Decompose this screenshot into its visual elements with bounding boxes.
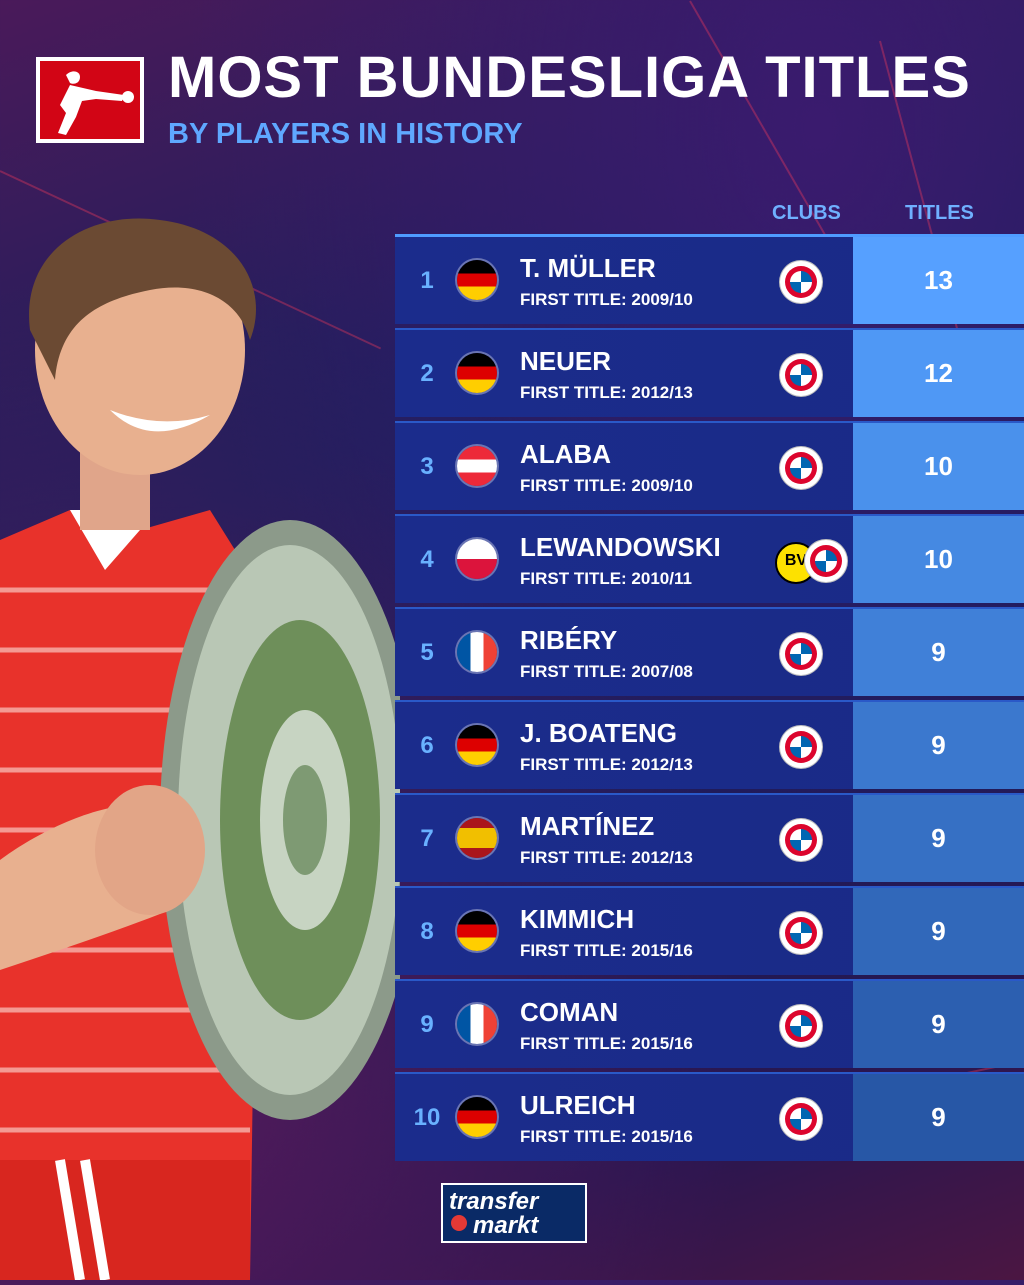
ball-icon [451, 1215, 467, 1231]
rank-number: 6 [420, 732, 434, 759]
table-row: 7 MARTÍNEZ FIRST TITLE: 2012/13 9 [395, 793, 1024, 882]
bayern-crest-icon [805, 540, 847, 582]
table-row: 8 KIMMICH FIRST TITLE: 2015/16 9 [395, 886, 1024, 975]
first-title-text: FIRST TITLE: 2012/13 [520, 755, 693, 774]
rank-number: 5 [420, 639, 434, 666]
first-title-text: FIRST TITLE: 2007/08 [520, 662, 693, 681]
player-name: ALABA [520, 439, 611, 469]
player-name: NEUER [520, 346, 612, 376]
france-flag-icon [457, 632, 497, 672]
bayern-crest-icon [780, 912, 822, 954]
poland-flag-icon [457, 539, 497, 579]
page-title: MOST BUNDESLIGA TITLES [168, 45, 971, 110]
rank-number: 1 [420, 267, 434, 294]
titles-count: 9 [853, 981, 1024, 1068]
spain-flag-icon [457, 818, 497, 858]
table-row: 9 COMAN FIRST TITLE: 2015/16 9 [395, 979, 1024, 1068]
clubs-column-header: CLUBS [772, 202, 841, 224]
titles-count: 9 [853, 795, 1024, 882]
titles-count: 9 [853, 1074, 1024, 1161]
rank-number: 4 [420, 546, 434, 573]
logo-line-1: transfer [449, 1188, 539, 1215]
titles-count: 9 [853, 888, 1024, 975]
first-title-text: FIRST TITLE: 2009/10 [520, 290, 693, 309]
player-name: J. BOATENG [520, 718, 677, 748]
rank-number: 7 [420, 825, 434, 852]
player-photo [0, 210, 420, 1281]
table-row: 2 NEUER FIRST TITLE: 2012/13 12 [395, 328, 1024, 417]
bayern-crest-icon [780, 447, 822, 489]
germany-flag-icon [457, 911, 497, 951]
rank-number: 2 [420, 360, 434, 387]
table-row: 1 T. MÜLLER FIRST TITLE: 2009/10 13 [395, 234, 1024, 324]
table-row: 6 J. BOATENG FIRST TITLE: 2012/13 9 [395, 700, 1024, 789]
player-name: T. MÜLLER [520, 253, 656, 283]
page-subtitle: BY PLAYERS IN HISTORY [168, 118, 523, 150]
transfermarkt-logo: transfer markt [441, 1183, 587, 1243]
first-title-text: FIRST TITLE: 2010/11 [520, 569, 692, 588]
first-title-text: FIRST TITLE: 2015/16 [520, 941, 693, 960]
germany-flag-icon [457, 353, 497, 393]
bayern-crest-icon [780, 633, 822, 675]
germany-flag-icon [457, 260, 497, 300]
first-title-text: FIRST TITLE: 2009/10 [520, 476, 693, 495]
player-name: COMAN [520, 997, 619, 1027]
bayern-crest-icon [780, 354, 822, 396]
titles-count: 9 [853, 702, 1024, 789]
bayern-crest-icon [780, 1005, 822, 1047]
rank-number: 9 [420, 1011, 434, 1038]
rank-number: 3 [420, 453, 434, 480]
bayern-crest-icon [780, 819, 822, 861]
table-row: 3 ALABA FIRST TITLE: 2009/10 10 [395, 421, 1024, 510]
germany-flag-icon [457, 725, 497, 765]
titles-count: 12 [853, 330, 1024, 417]
rank-number: 10 [413, 1104, 441, 1131]
table-row: 10 ULREICH FIRST TITLE: 2015/16 9 [395, 1072, 1024, 1161]
first-title-text: FIRST TITLE: 2015/16 [520, 1127, 693, 1146]
logo-line-2: markt [473, 1212, 539, 1239]
player-name: KIMMICH [520, 904, 635, 934]
first-title-text: FIRST TITLE: 2015/16 [520, 1034, 693, 1053]
rank-number: 8 [420, 918, 434, 945]
titles-count: 10 [853, 423, 1024, 510]
bayern-crest-icon [780, 726, 822, 768]
player-name: ULREICH [520, 1090, 636, 1120]
titles-column-header: TITLES [905, 202, 974, 224]
titles-count: 9 [853, 609, 1024, 696]
player-name: MARTÍNEZ [520, 811, 655, 841]
bayern-crest-icon [780, 261, 822, 303]
titles-count: 10 [853, 516, 1024, 603]
germany-flag-icon [457, 1097, 497, 1137]
titles-table: 1 T. MÜLLER FIRST TITLE: 2009/10 13 2 NEUER FI… [395, 234, 1024, 1165]
bundesliga-logo [36, 57, 144, 143]
france-flag-icon [457, 1004, 497, 1044]
first-title-text: FIRST TITLE: 2012/13 [520, 383, 693, 402]
table-row: 4 LEWANDOWSKI FIRST TITLE: 2010/11 BV 10 [395, 514, 1024, 603]
player-name: LEWANDOWSKI [520, 532, 721, 562]
bayern-crest-icon [780, 1098, 822, 1140]
titles-count: 13 [853, 237, 1024, 324]
table-row: 5 RIBÉRY FIRST TITLE: 2007/08 9 [395, 607, 1024, 696]
first-title-text: FIRST TITLE: 2012/13 [520, 848, 693, 867]
player-name: RIBÉRY [520, 625, 618, 655]
austria-flag-icon [457, 446, 497, 486]
